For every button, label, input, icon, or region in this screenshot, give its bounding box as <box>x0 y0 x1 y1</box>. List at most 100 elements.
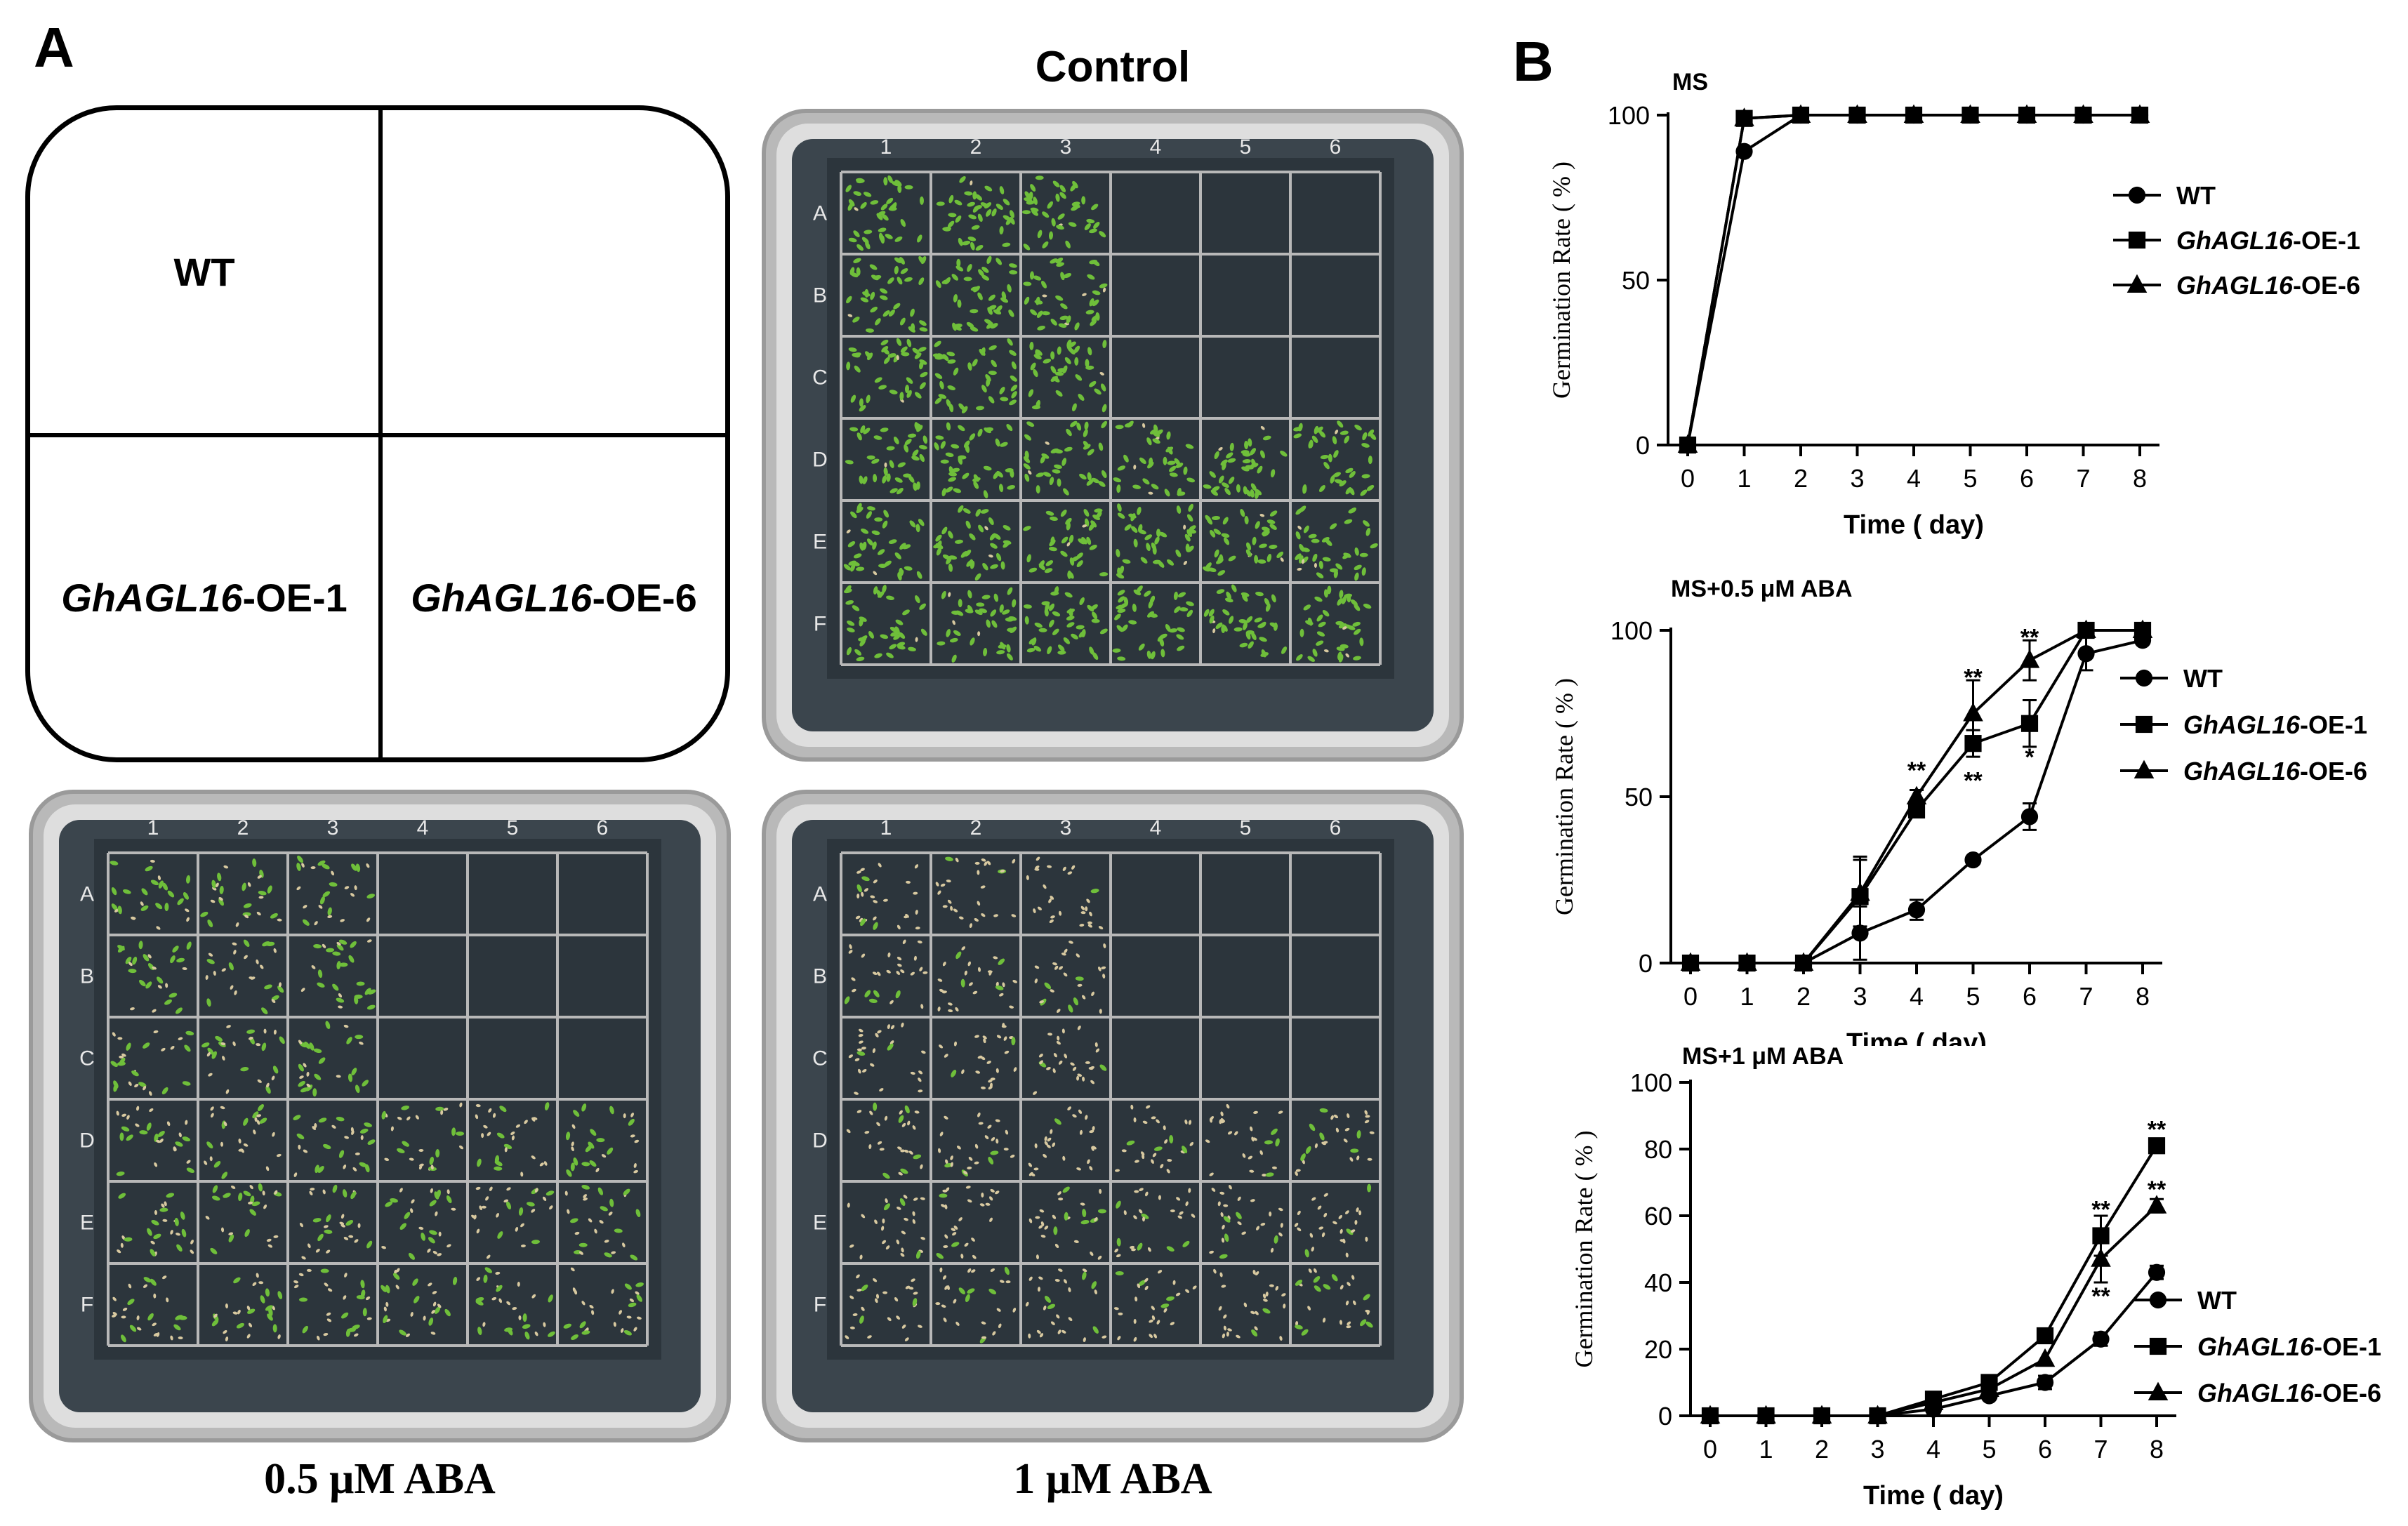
seedling <box>317 1165 324 1173</box>
legend-marker-circle <box>2149 1291 2167 1309</box>
seedling <box>1000 869 1005 873</box>
seedling <box>880 288 888 294</box>
seedling <box>1067 570 1072 579</box>
seedling <box>318 905 323 909</box>
seedling <box>922 435 928 444</box>
seedling <box>1148 491 1153 495</box>
seedling <box>153 1333 159 1336</box>
seedling <box>298 1144 301 1150</box>
seedling <box>1350 1229 1356 1233</box>
data-point-square <box>2020 715 2039 732</box>
seedling <box>860 425 866 434</box>
seedling <box>1067 1106 1071 1110</box>
seedling <box>600 1206 608 1212</box>
seedling <box>919 453 925 463</box>
legend-suffix: -OE-1 <box>2314 1332 2381 1361</box>
seedling <box>213 1160 221 1168</box>
seedling <box>127 1299 135 1306</box>
seedling <box>1318 1226 1324 1230</box>
seedling <box>170 1335 173 1341</box>
seedling <box>258 1281 264 1285</box>
seedling <box>495 1271 501 1275</box>
seedling <box>1322 557 1331 562</box>
seedling <box>1210 1115 1215 1120</box>
seedling <box>313 1048 322 1054</box>
seedling <box>856 503 862 511</box>
seedling <box>948 477 956 482</box>
seedling <box>1099 572 1109 577</box>
seedling <box>1214 549 1219 558</box>
seedling <box>967 961 971 967</box>
seedling <box>520 1223 524 1228</box>
seedling <box>906 390 912 398</box>
seedling <box>1359 637 1364 646</box>
seedling <box>858 1028 864 1033</box>
seedling <box>1134 1190 1139 1193</box>
seedling <box>581 1103 587 1112</box>
seedling <box>178 1037 183 1040</box>
seedling <box>971 225 980 230</box>
seedling <box>859 1040 864 1044</box>
seedling <box>1082 1076 1085 1082</box>
seedling <box>421 1233 425 1241</box>
seedling <box>1183 466 1188 475</box>
seedling <box>265 1305 273 1311</box>
seedling <box>121 1053 126 1057</box>
seedling <box>1083 509 1090 517</box>
significance-mark: ** <box>2020 624 2039 651</box>
seedling <box>1073 997 1079 1006</box>
seedling <box>366 863 370 868</box>
seedling <box>1164 1139 1168 1144</box>
seedling <box>860 868 865 872</box>
seedling <box>621 1328 624 1333</box>
seedling <box>974 1035 979 1038</box>
seedling <box>1210 489 1218 496</box>
seedling <box>1076 552 1083 559</box>
seedling <box>900 1168 908 1174</box>
seedling <box>299 1297 308 1302</box>
seedling <box>967 201 976 207</box>
seedling <box>882 475 887 484</box>
seedling <box>314 1123 317 1129</box>
seedling <box>1250 489 1255 498</box>
seedling <box>866 394 871 404</box>
legend-marker-triangle <box>2134 759 2155 778</box>
seedling <box>430 1188 433 1193</box>
seedling <box>1236 1334 1241 1339</box>
seedling <box>365 1164 370 1173</box>
seedling <box>591 1310 595 1315</box>
seedling <box>1117 608 1126 613</box>
seedling <box>1345 653 1350 658</box>
chart-title: MS <box>1672 69 1708 95</box>
seedling <box>1151 651 1156 660</box>
seedling <box>1209 615 1215 624</box>
seedling <box>934 373 943 379</box>
seedling <box>993 914 999 917</box>
seedling <box>861 1306 865 1311</box>
seedling <box>1059 185 1066 193</box>
seedling <box>873 435 882 440</box>
seedling <box>1036 1254 1039 1260</box>
seedling <box>848 950 853 954</box>
seedling <box>907 1120 911 1126</box>
seedling <box>415 1115 419 1120</box>
seedling <box>1052 180 1060 187</box>
seedling <box>1173 591 1178 600</box>
seedling <box>303 1149 308 1153</box>
data-point-triangle <box>1790 104 1811 123</box>
seedling <box>1048 898 1052 903</box>
seedling <box>630 1134 635 1138</box>
seedling <box>1061 458 1067 466</box>
seedling <box>977 213 983 223</box>
seedling <box>1209 471 1216 478</box>
seedling <box>1314 596 1323 602</box>
seedling <box>397 1116 402 1120</box>
seedling <box>427 1248 431 1253</box>
seedling <box>157 1131 165 1137</box>
seedling <box>978 269 984 277</box>
seedling <box>150 859 155 863</box>
seedling <box>520 1244 526 1247</box>
seedling <box>861 891 864 897</box>
seedling <box>859 542 864 551</box>
seedling <box>1094 1042 1098 1047</box>
